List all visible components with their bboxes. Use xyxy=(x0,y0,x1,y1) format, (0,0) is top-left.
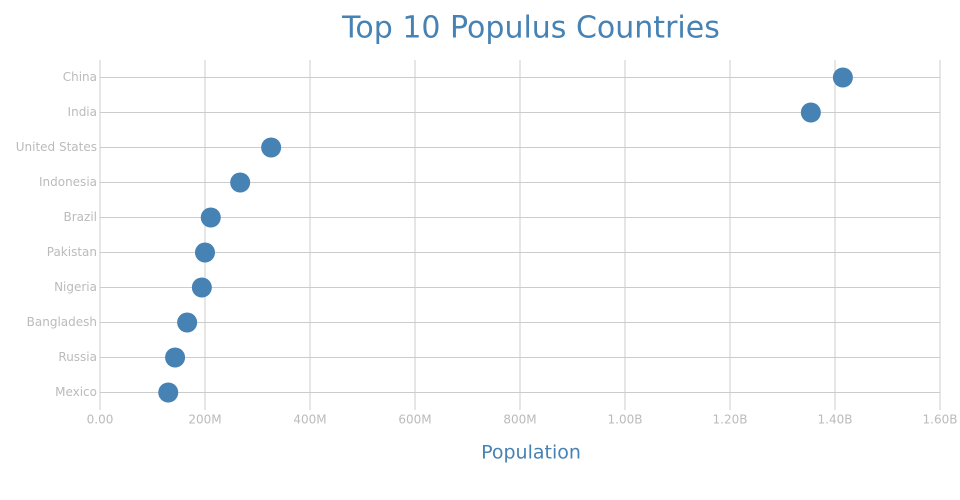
y-tick-label: Indonesia xyxy=(39,175,97,189)
dot xyxy=(191,277,212,298)
dot xyxy=(165,347,186,368)
x-tick-label: 1.40B xyxy=(818,413,853,427)
x-tick-label: 200M xyxy=(188,413,221,427)
dot xyxy=(800,102,821,123)
dot xyxy=(261,137,282,158)
dot xyxy=(195,242,215,263)
y-tick-label: Brazil xyxy=(64,210,98,224)
dot xyxy=(158,382,179,403)
y-tick-label: United States xyxy=(16,140,97,154)
x-tick-label: 400M xyxy=(293,413,326,427)
dot xyxy=(832,67,853,88)
y-tick-label: Pakistan xyxy=(47,245,97,259)
dot xyxy=(177,312,198,333)
x-tick-label: 1.60B xyxy=(923,413,958,427)
y-tick-label: Bangladesh xyxy=(27,315,97,329)
y-tick-label: Russia xyxy=(58,350,97,364)
x-tick-label: 800M xyxy=(503,413,536,427)
y-tick-label: India xyxy=(68,105,97,119)
y-tick-label: Mexico xyxy=(55,385,97,399)
x-tick-label: 1.00B xyxy=(608,413,643,427)
chart-title: Top 10 Populus Countries xyxy=(341,11,720,46)
x-tick-label: 1.20B xyxy=(713,413,748,427)
x-tick-label: 0.00 xyxy=(87,413,114,427)
x-axis-label: Population xyxy=(481,442,581,464)
dot xyxy=(200,207,221,228)
y-tick-label: China xyxy=(63,70,97,84)
dot xyxy=(230,172,251,193)
x-tick-label: 600M xyxy=(398,413,431,427)
y-tick-label: Nigeria xyxy=(54,280,97,294)
